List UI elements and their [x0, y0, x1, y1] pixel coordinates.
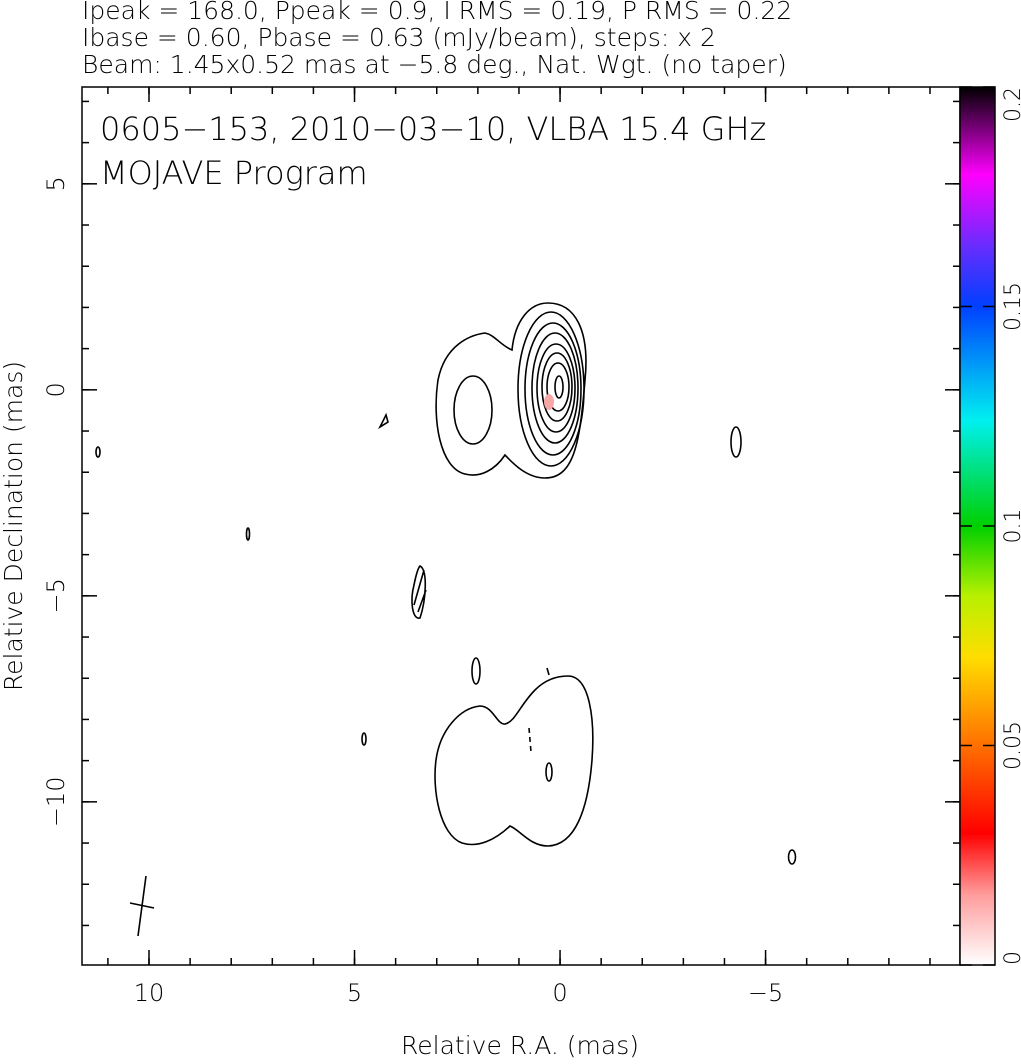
polarization-pixel: [544, 394, 554, 410]
contour: [378, 412, 389, 430]
contour: [541, 352, 573, 422]
contour: [471, 657, 481, 685]
contours: [95, 302, 797, 865]
x-tick-label: −5: [748, 979, 783, 1007]
y-tick-label: −5: [42, 578, 70, 613]
colorbar-tick-label: 0.1: [1001, 509, 1021, 544]
header-line: Ibase = 0.60, Pbase = 0.63 (mJy/beam), s…: [82, 23, 716, 52]
colorbar-tick-label: 0: [1001, 951, 1021, 965]
contour: [554, 375, 564, 399]
y-tick-label: 0: [42, 382, 70, 397]
x-axis-label: Relative R.A. (mas): [401, 1031, 639, 1060]
contour: [453, 375, 493, 445]
contour: [361, 732, 367, 746]
contour: [524, 322, 582, 456]
beam: [129, 875, 155, 937]
contour: [411, 565, 427, 619]
contour: [730, 426, 742, 458]
chart-title: 0605−153, 2010−03−10, VLBA 15.4 GHz: [100, 110, 766, 148]
contour: [531, 332, 579, 444]
contour: [545, 762, 553, 782]
y-tick-label: −10: [42, 777, 70, 828]
contour: [546, 667, 550, 676]
beam-minor: [129, 902, 155, 909]
colorbar-tick-label: 0.15: [1001, 282, 1021, 331]
y-tick-label: 5: [42, 176, 70, 191]
header-line: Ipeak = 168.0, Ppeak = 0.9, I RMS = 0.19…: [82, 0, 792, 25]
contour: [434, 675, 594, 847]
contour: [245, 527, 251, 541]
contour: [546, 362, 570, 412]
contour: [517, 311, 585, 467]
colorbar-tick-label: 0.2: [1001, 87, 1021, 122]
contour: [536, 343, 576, 433]
y-axis-label: Relative Declination (mas): [0, 361, 28, 691]
chart-subtitle: MOJAVE Program: [100, 154, 368, 192]
contour: [95, 446, 101, 458]
x-tick-label: 10: [134, 979, 165, 1007]
x-tick-label: 5: [347, 979, 362, 1007]
header: Ipeak = 168.0, Ppeak = 0.9, I RMS = 0.19…: [82, 0, 792, 79]
x-tick-label: 0: [552, 979, 567, 1007]
contour: [787, 849, 797, 865]
contour: [528, 727, 532, 753]
header-line: Beam: 1.45x0.52 mas at −5.8 deg., Nat. W…: [82, 50, 787, 79]
colorbar-tick-label: 0.05: [1001, 721, 1021, 770]
